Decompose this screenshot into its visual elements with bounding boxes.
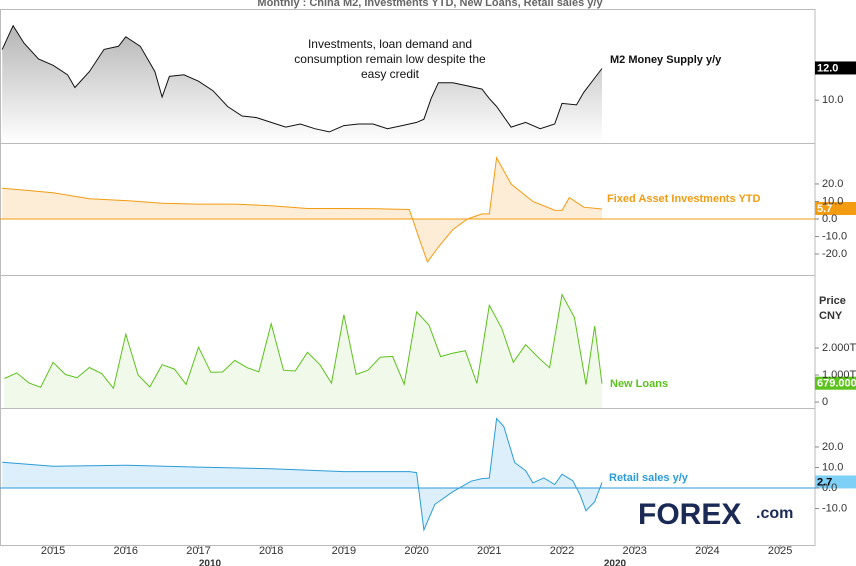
x-tick-label: 2018 — [259, 545, 283, 557]
tag-bg — [815, 376, 856, 390]
annotation: Investments, loan demand and — [308, 37, 472, 51]
y-tick-label: 0.0 — [822, 482, 837, 494]
area-fill — [2, 25, 602, 144]
y-axis-label: Price — [819, 295, 846, 307]
annotation: easy credit — [361, 67, 420, 81]
last-value-tag: 5.7 — [815, 202, 856, 215]
logo-brand: FOREX — [638, 498, 741, 531]
x-tick-label: 2021 — [477, 545, 501, 557]
y-tick-label: 10.0 — [822, 94, 843, 106]
logo-suffix: .com — [756, 505, 793, 522]
tag-bg — [815, 202, 856, 215]
last-value-tag: 12.0 — [815, 61, 856, 75]
series-line — [4, 292, 603, 390]
tag-text: 5.7 — [817, 203, 832, 215]
logo-bg — [632, 494, 808, 536]
x-tick-label: 2017 — [186, 545, 210, 557]
series-label: Fixed Asset Investments YTD — [607, 193, 760, 205]
y-axis-label: CNY — [819, 310, 843, 322]
series-label: M2 Money Supply y/y — [610, 54, 722, 66]
series-label: New Loans — [610, 378, 668, 390]
y-tick-label: 20.0 — [822, 441, 843, 453]
area-fill — [2, 418, 602, 530]
x-tick-label: 2020 — [404, 545, 428, 557]
y-tick-label: 0.0 — [822, 213, 837, 225]
y-tick-label: 10.0 — [822, 461, 843, 473]
y-tick-label: 1.000T — [822, 369, 856, 381]
decade-label: 2010 — [199, 559, 222, 566]
x-tick-label: 2022 — [550, 545, 574, 557]
x-tick-label: 2023 — [622, 545, 646, 557]
area-fill — [2, 157, 602, 262]
y-tick-label: 10.0 — [822, 195, 843, 207]
tag-bg — [815, 61, 856, 75]
logo: FOREX .com — [632, 494, 808, 536]
last-value-tag: 679.000 — [815, 376, 856, 390]
y-tick-label: 20.0 — [822, 178, 843, 190]
last-value-tag: 2.7 — [815, 475, 856, 489]
annotation: consumption remain low despite the — [294, 52, 486, 66]
tag-bg — [815, 475, 856, 489]
chart-title: Monthly : China M2, Investments YTD, New… — [257, 0, 603, 9]
y-tick-label: -20.0 — [822, 248, 847, 260]
series-line — [2, 417, 603, 532]
x-tick-label: 2016 — [114, 545, 138, 557]
area-fill — [4, 294, 602, 408]
tag-text: 679.000 — [817, 378, 856, 390]
x-tick-label: 2024 — [695, 545, 719, 557]
y-tick-label: -10.0 — [822, 230, 847, 242]
x-tick-label: 2025 — [768, 545, 792, 557]
x-tick-label: 2019 — [332, 545, 356, 557]
series-line — [2, 156, 603, 263]
tag-text: 2.7 — [817, 476, 832, 488]
y-tick-label: -10.0 — [822, 502, 847, 514]
series-line — [1, 24, 603, 133]
series-label: Retail sales y/y — [609, 472, 689, 484]
y-tick-label: 0 — [822, 396, 828, 408]
y-tick-label: 2.000T — [822, 342, 856, 354]
tag-text: 12.0 — [817, 62, 838, 74]
x-tick-label: 2015 — [41, 545, 65, 557]
decade-label: 2020 — [604, 559, 627, 566]
